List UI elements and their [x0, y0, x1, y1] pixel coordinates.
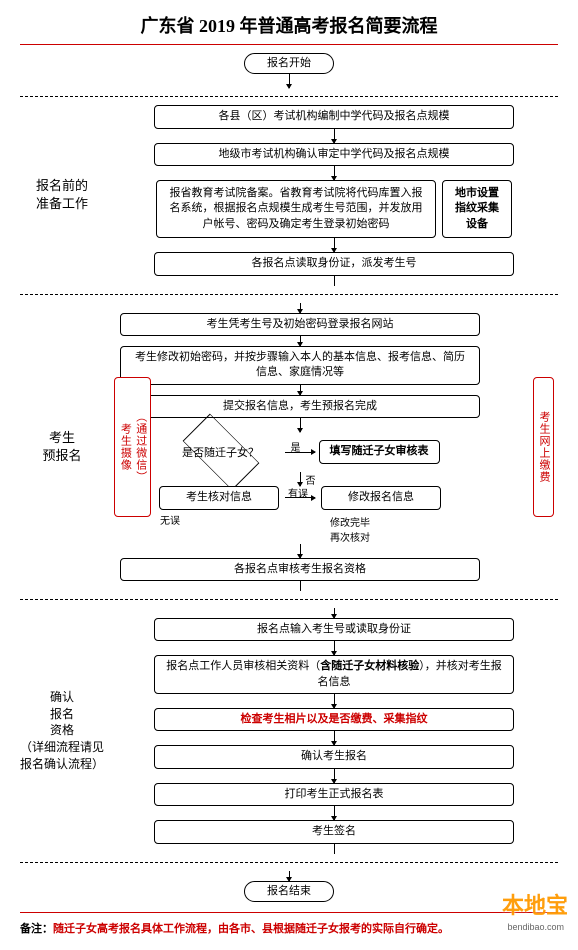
start-block: 报名开始 [20, 53, 558, 88]
side-pay-box: 考生网上缴费 [533, 377, 554, 517]
arrow [300, 418, 301, 432]
stage-prereg: 考生 预报名 （通过微信） 考生摄像 考生网上缴费 考生凭考生号及初始密码登录报… [20, 303, 558, 591]
connector [334, 276, 335, 286]
verify-row: 考生核对信息 有误 修改报名信息 [159, 486, 441, 509]
end-block: 报名结束 [20, 871, 558, 902]
confirm-c3: 检查考生相片以及是否缴费、采集指纹 [154, 708, 514, 731]
divider [20, 96, 558, 97]
arrow [334, 238, 335, 252]
side-left-wechat: （通过微信） 考生摄像 [114, 303, 151, 591]
confirm-c6: 考生签名 [154, 820, 514, 843]
arrow [300, 336, 301, 346]
confirm-c5: 打印考生正式报名表 [154, 783, 514, 806]
arrow [300, 303, 301, 313]
bottom-rule [20, 912, 558, 913]
stage-prep-label: 报名前的 准备工作 [20, 105, 110, 285]
edge-err: 有误 [288, 485, 308, 500]
connector [300, 581, 301, 591]
divider [20, 599, 558, 600]
connector [334, 844, 335, 854]
divider [20, 862, 558, 863]
prereg-p1: 考生凭考生号及初始密码登录报名网站 [120, 313, 480, 336]
watermark-brand: 本地宝 [502, 888, 568, 920]
edge-ok: 无误 [160, 512, 180, 527]
watermark-url: bendibao.com [507, 922, 564, 932]
edge-yes: 是 [291, 439, 301, 454]
page-title: 广东省 2019 年普通高考报名简要流程 [20, 12, 558, 38]
arrow [289, 871, 290, 881]
arrow [334, 129, 335, 143]
prep-n3-cluster: 报省教育考试院备案。省教育考试院将代码库置入报名系统，根据报名点规模生成考生号范… [156, 180, 512, 238]
prep-n3a: 报省教育考试院备案。省教育考试院将代码库置入报名系统，根据报名点规模生成考生号范… [156, 180, 436, 238]
decision-migrant: 是否随迁子女？ [161, 432, 281, 472]
recheck-label: 修改完毕 再次核对 [330, 514, 370, 544]
footnote: 备注：随迁子女高考报名具体工作流程，由各市、县根据随迁子女报考的实际自行确定。 [20, 921, 558, 938]
prereg-p3: 提交报名信息，考生预报名完成 [120, 395, 480, 418]
terminal-end: 报名结束 [244, 881, 334, 902]
arrow [300, 385, 301, 395]
arrow [334, 694, 335, 708]
arrow [334, 608, 335, 618]
prep-n3b: 地市设置 指纹采集 设备 [442, 180, 512, 238]
stage-prereg-label: 考生 预报名 [20, 303, 110, 591]
divider [20, 294, 558, 295]
terminal-start: 报名开始 [244, 53, 334, 74]
arrow [334, 806, 335, 820]
arrow [334, 769, 335, 783]
title-rule [20, 44, 558, 45]
arrow [300, 544, 301, 558]
arrow [289, 74, 290, 88]
arrow [334, 731, 335, 745]
decision-row: 是否随迁子女？ 是 填写随迁子女审核表 [161, 432, 440, 472]
confirm-c1: 报名点输入考生号或读取身份证 [154, 618, 514, 641]
side-right-pay: 考生网上缴费 [533, 303, 554, 591]
prep-n2: 地级市考试机构确认审定中学代码及报名点规模 [154, 143, 514, 166]
arrow [300, 472, 301, 486]
modify-box: 修改报名信息 [321, 486, 441, 509]
confirm-c2: 报名点工作人员审核相关资料（含随迁子女材料核验），并核对考生报名信息 [154, 655, 514, 694]
arrow [334, 641, 335, 655]
confirm-c4: 确认考生报名 [154, 745, 514, 768]
prereg-yes-box: 填写随迁子女审核表 [319, 440, 440, 463]
verify-box: 考生核对信息 [159, 486, 279, 509]
arrow [334, 166, 335, 180]
flowchart-page: 广东省 2019 年普通高考报名简要流程 报名开始 报名前的 准备工作 各县（区… [0, 0, 578, 950]
stage-prep: 报名前的 准备工作 各县（区）考试机构编制中学代码及报名点规模 地级市考试机构确… [20, 105, 558, 285]
prep-n1: 各县（区）考试机构编制中学代码及报名点规模 [154, 105, 514, 128]
prereg-p2: 考生修改初始密码，并按步骤输入本人的基本信息、报考信息、简历信息、家庭情况等 [120, 346, 480, 385]
prep-n4: 各报名点读取身份证，派发考生号 [154, 252, 514, 275]
side-wechat-box: （通过微信） 考生摄像 [114, 377, 151, 517]
prereg-p5: 各报名点审核考生报名资格 [120, 558, 480, 581]
